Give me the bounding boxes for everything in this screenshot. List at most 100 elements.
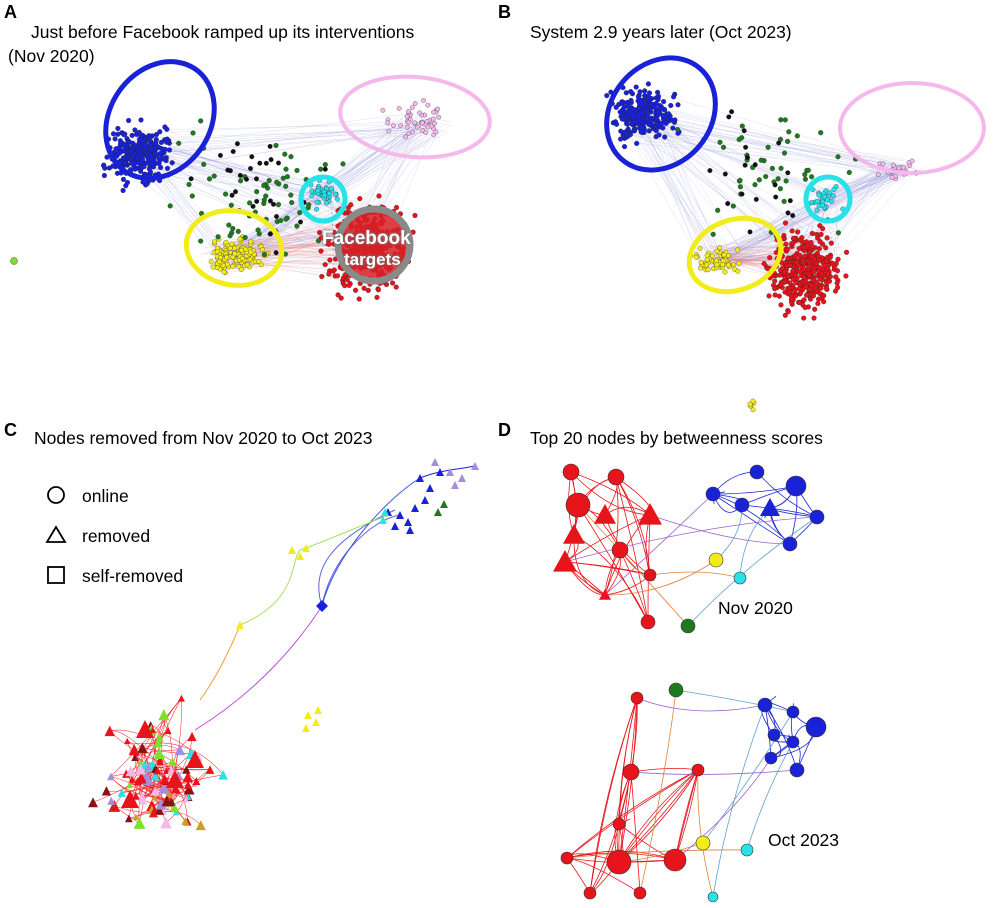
panel-a-facebook-targets-circle: [334, 205, 414, 285]
panel-b-blue-node: [621, 144, 628, 150]
panel-b-green-node: [835, 154, 841, 160]
panel-a-green-node: [198, 238, 204, 244]
panel-a-yellow-node: [243, 246, 249, 252]
panel-a-green-node: [289, 200, 295, 206]
panel-a-blue-node: [121, 132, 127, 138]
panel-a-blue-node: [139, 137, 145, 144]
panel-a-blue-node: [152, 151, 158, 157]
panel-a-yellow-node: [248, 239, 254, 245]
panel-a-cyan-node: [315, 188, 321, 194]
panel-a-blue-node: [137, 150, 143, 156]
panel-a-pink-node: [419, 120, 425, 126]
panel-b-red-node: [801, 245, 807, 251]
panel-b-yellow-node: [736, 260, 742, 266]
panel-c-red-cluster: [88, 694, 228, 831]
panel-b-blue-node: [633, 119, 639, 125]
panel-a-red-node: [365, 287, 371, 293]
panel-b-blue-node: [621, 129, 628, 136]
panel-c-removed-node: [137, 742, 148, 753]
panel-b-green-node: [752, 182, 758, 188]
panel-c-yellow-node: [236, 621, 244, 629]
panel-b-green-node: [835, 230, 841, 236]
panel-a-blue-node: [136, 130, 142, 136]
panel-b-green-node: [715, 207, 721, 213]
panel-a-yellow-node: [238, 267, 244, 273]
panel-b-green-node: [778, 165, 784, 171]
panel-a-cyan-node: [326, 191, 332, 196]
panel-b-red-node: [801, 274, 807, 280]
panel-b-blue-node: [630, 113, 636, 119]
panel-b-red-node: [801, 266, 807, 272]
panel-b-red-node: [793, 272, 799, 278]
panel-b-red-node: [835, 284, 841, 291]
panel-d-date-top: Nov 2020: [718, 598, 793, 618]
panel-c-removed-node: [108, 800, 121, 812]
panel-d-nov2020-red-removed-node: [638, 503, 662, 525]
panel-a-green-node: [261, 182, 267, 188]
panel-a-blue-node: [120, 187, 126, 194]
panel-b-black-node: [725, 201, 731, 207]
panel-a-green-node: [254, 189, 260, 195]
panel-b-black-node: [707, 168, 713, 174]
panel-b-red-node: [789, 228, 795, 234]
panel-a-black-node: [229, 192, 235, 198]
panel-b-red-node: [779, 265, 786, 271]
panel-b-blue-node: [643, 100, 649, 106]
panel-b-green-node: [778, 117, 784, 123]
panel-a-blue-node: [164, 165, 171, 171]
panel-b-red-node: [823, 285, 829, 291]
panel-b-red-node: [810, 277, 816, 283]
panel-b-red-node: [801, 297, 807, 303]
panel-c-green-node: [434, 508, 442, 516]
panel-b-green-node: [765, 144, 771, 150]
panel-b-red-node: [795, 229, 801, 235]
panel-a-red-node: [331, 267, 337, 273]
panel-a-green-node: [201, 161, 207, 167]
panel-a-pink-node: [431, 109, 436, 115]
panel-a-yellow-node: [224, 262, 230, 268]
panel-a-red-node: [345, 205, 351, 211]
panel-b-red-node: [806, 263, 812, 270]
panel-b-yellow-node: [735, 247, 741, 253]
panel-c-removed-node: [153, 747, 165, 760]
panel-b-red-node: [844, 249, 850, 255]
panel-b-blue-node: [618, 136, 624, 142]
panel-b-red-node: [810, 269, 817, 275]
panel-b-blue-node: [653, 128, 659, 134]
panel-b-red-node: [800, 259, 806, 265]
panel-b-black-node: [743, 144, 749, 150]
panel-b-yellow-node: [705, 267, 711, 273]
panel-b-tail-node: [750, 407, 756, 413]
panel-c-yellow-node: [312, 718, 320, 726]
panel-b-green-node: [736, 136, 742, 143]
panel-b-black-node: [741, 128, 747, 134]
panel-b-blue-node: [630, 106, 636, 112]
panel-a-red-node: [322, 262, 328, 268]
panel-a-black-node: [276, 160, 281, 166]
panel-b-blue-node: [642, 88, 648, 94]
panel-d-oct2023-blue-node: [786, 705, 800, 719]
panel-b-red-node: [829, 260, 835, 266]
panel-a-green-node: [227, 233, 233, 239]
panel-b-cyan-node: [831, 187, 837, 192]
panel-a-cyan-node: [314, 199, 320, 205]
panel-d-nov2020-red-node: [607, 468, 625, 486]
panel-b-blue-node: [658, 106, 664, 112]
panel-b-blue-node: [614, 121, 620, 127]
panel-b-green-node: [769, 165, 775, 171]
panel-b-green-node: [675, 127, 681, 133]
panel-a-green-node: [215, 234, 221, 240]
panel-a-blue-node: [164, 139, 170, 145]
panel-a-red-node: [334, 273, 341, 279]
panel-b-red-node: [796, 246, 802, 252]
panel-a-blue-node: [122, 142, 128, 149]
panel-c-yellow-node: [302, 724, 310, 732]
panel-a-pink-node: [380, 107, 386, 113]
panel-c-removed-node: [149, 759, 156, 767]
panel-b-cyan-node: [830, 193, 836, 199]
panel-b-red-node: [792, 253, 798, 259]
panel-b-red-node: [827, 254, 833, 260]
panel-a-black-node: [298, 219, 303, 225]
panel-b-green-node: [777, 186, 783, 192]
panel-d-nov2020-red-node: [562, 463, 580, 481]
